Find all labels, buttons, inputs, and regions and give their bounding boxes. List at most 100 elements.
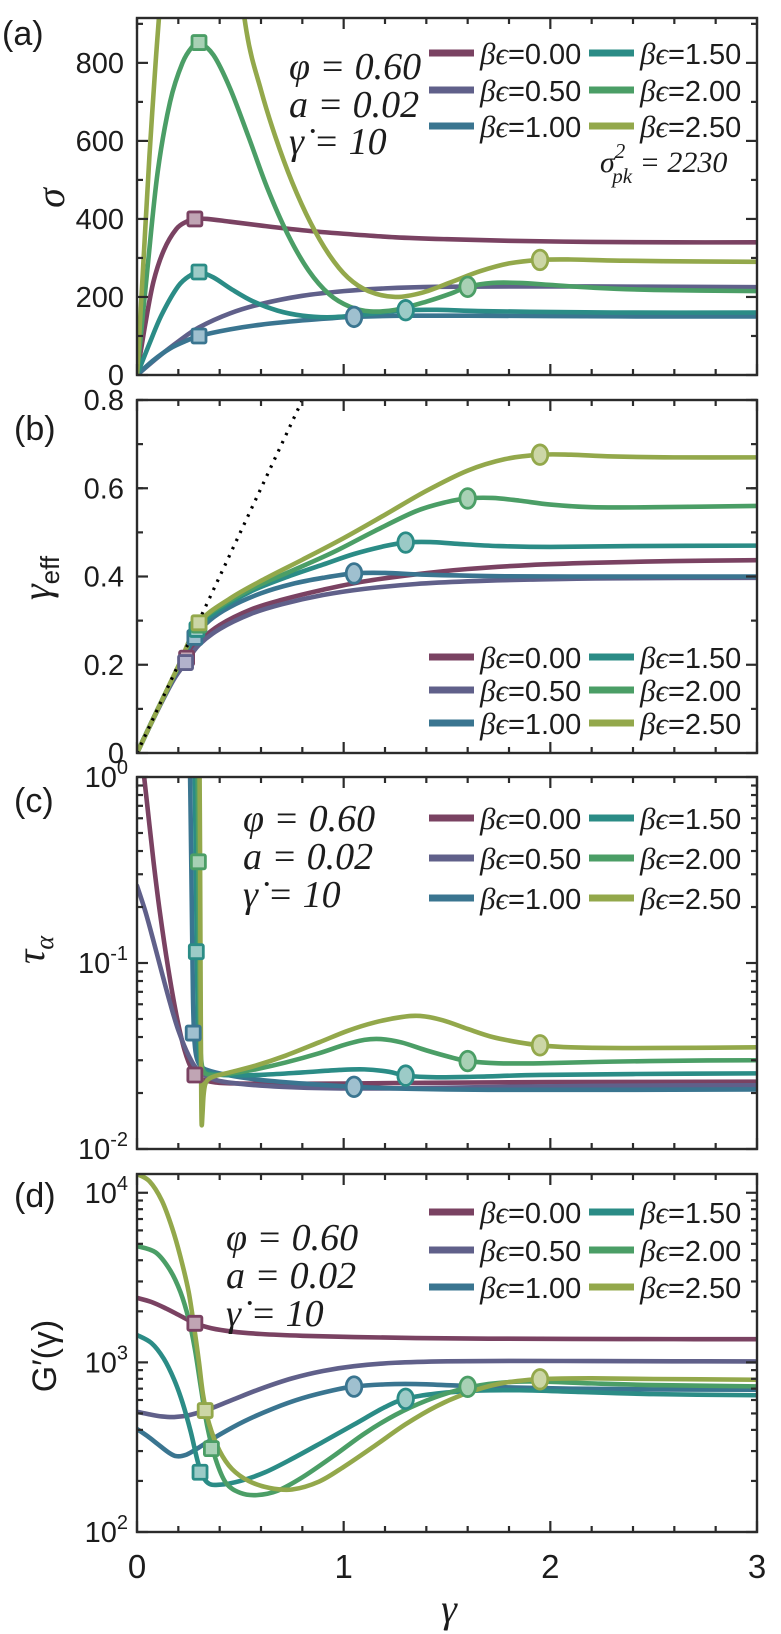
legend-swatch-be050 <box>429 686 474 694</box>
panel-c: 100 10-1 10-2 τα (c) φ = 0.60a = 0.02γ̇ = 10 β… <box>8 757 759 1166</box>
y-axis-label-a: σ <box>28 187 73 208</box>
legend-swatch-be050 <box>429 1246 474 1254</box>
y-axis-label-c: τα <box>8 935 59 964</box>
legend-label-be050: βϵ=0.50 <box>479 673 581 708</box>
legend-entry-be000-b: βϵ=0.00 <box>429 640 581 675</box>
annotation-c-2: γ̇ = 10 <box>243 874 341 916</box>
curve-be000-c <box>141 777 757 1087</box>
legend-label-be200: βϵ=2.00 <box>639 841 741 876</box>
curve-be250-a <box>137 18 757 375</box>
x-tick-label: 0 <box>128 1548 146 1585</box>
annotation-a-1: a = 0.02 <box>289 84 419 126</box>
circle-marker-be200-d <box>458 1375 477 1398</box>
legend-swatch-be000 <box>429 49 474 57</box>
legend-entry-be150-a: βϵ=1.50 <box>589 36 741 71</box>
legend-swatch-be000 <box>429 1208 474 1216</box>
legend-swatch-be050 <box>429 86 474 94</box>
y-tick-label-c: 10-1 <box>78 943 128 980</box>
circle-marker-be250-d <box>530 1368 550 1391</box>
legend-label-be150: βϵ=1.50 <box>639 640 741 675</box>
panel-b: 0 0.2 0.4 0.6 0.8 γeff (b) βϵ=0.00βϵ=0.50βϵ=1.0… <box>14 385 759 770</box>
y-tick-label-d: 104 <box>85 1173 128 1210</box>
legend-swatch-be200 <box>589 1246 634 1254</box>
legend-entry-be200-c: βϵ=2.00 <box>589 841 741 876</box>
legend-label-be050: βϵ=0.50 <box>479 841 581 876</box>
annotation-d-0: φ = 0.60 <box>226 1217 358 1259</box>
legend-entry-be050-c: βϵ=0.50 <box>429 841 581 876</box>
legend-entry-be100-d: βϵ=1.00 <box>429 1270 581 1305</box>
legend-label-be100: βϵ=1.00 <box>479 881 581 916</box>
legend-label-be150: βϵ=1.50 <box>639 801 741 836</box>
y-tick-label-c: 100 <box>85 757 128 794</box>
legend-entry-be250-b: βϵ=2.50 <box>589 706 741 741</box>
x-axis-label: γ <box>441 1586 458 1631</box>
ticks-c <box>135 775 759 1151</box>
y-tick-label-a: 400 <box>76 204 124 236</box>
annotation-a-0: φ = 0.60 <box>289 46 421 88</box>
square-marker-be100-c <box>184 1024 202 1042</box>
x-tick-label: 1 <box>334 1548 352 1585</box>
legend-swatch-be200 <box>589 686 634 694</box>
x-tick-label: 3 <box>748 1548 766 1585</box>
legend-entry-be250-a: βϵ=2.50 <box>589 109 741 144</box>
legend-label-be050: βϵ=0.50 <box>479 1233 581 1268</box>
curve-be100-d <box>137 1381 757 1459</box>
panel-letter-b: (b) <box>14 410 56 448</box>
legend-entry-be000-c: βϵ=0.00 <box>429 801 581 836</box>
legend-entry-be250-d: βϵ=2.50 <box>589 1270 741 1305</box>
legend-label-be250: βϵ=2.50 <box>639 1270 741 1305</box>
circle-marker-be250-a <box>530 248 550 272</box>
legend-entry-be150-d: βϵ=1.50 <box>589 1195 741 1230</box>
legend-label-be000: βϵ=0.00 <box>479 801 581 836</box>
curve-be000-a <box>137 216 757 375</box>
legend-label-be250: βϵ=2.50 <box>639 881 741 916</box>
square-marker-be000-c <box>186 1066 204 1084</box>
legend-swatch-be150 <box>589 49 634 57</box>
y-tick-label-b: 0.2 <box>84 650 124 682</box>
legend-label-be050: βϵ=0.50 <box>479 73 581 108</box>
legend-swatch-be100 <box>429 894 474 902</box>
panel-letter-a: (a) <box>2 15 44 53</box>
y-tick-label-b: 0.4 <box>84 562 124 594</box>
legend-entry-be050-a: βϵ=0.50 <box>429 73 581 108</box>
y-axis-label-b: γeff <box>14 555 65 600</box>
annotation-d-2: γ̇ = 10 <box>226 1293 324 1335</box>
y-tick-label-a: 800 <box>76 48 124 80</box>
legend-entry-be200-d: βϵ=2.00 <box>589 1233 741 1268</box>
circle-marker-be150-a <box>396 299 415 322</box>
y-tick-label-b: 0 <box>108 738 124 770</box>
legend-entry-be100-c: βϵ=1.00 <box>429 881 581 916</box>
square-marker-be250-d <box>196 1402 214 1419</box>
legend-label-be100: βϵ=1.00 <box>479 109 581 144</box>
legend-label-be000: βϵ=0.00 <box>479 36 581 71</box>
square-marker-be200-c <box>189 853 207 871</box>
annotation-a-2: γ̇ = 10 <box>289 121 387 163</box>
curve-be150-a <box>137 269 757 375</box>
y-tick-label-a: 600 <box>76 126 124 158</box>
legend-swatch-be150 <box>589 653 634 661</box>
legend-entry-be150-b: βϵ=1.50 <box>589 640 741 675</box>
legend-swatch-be250 <box>589 719 634 727</box>
curve-be250-c <box>197 777 757 1128</box>
legend-label-be200: βϵ=2.00 <box>639 73 741 108</box>
ticks-d <box>135 1174 759 1534</box>
square-marker-be200-a <box>190 34 208 51</box>
circle-marker-be100-d <box>344 1375 364 1398</box>
legend-swatch-be000 <box>429 814 474 822</box>
y-tick-label-d: 102 <box>85 1512 128 1549</box>
curve-be050-c <box>137 883 757 1091</box>
legend-swatch-be250 <box>589 894 634 902</box>
legend-swatch-be250 <box>589 122 634 130</box>
curve-be250-d <box>137 1174 757 1493</box>
legend-label-be250: βϵ=2.50 <box>639 109 741 144</box>
legend-swatch-be200 <box>589 854 634 862</box>
circle-marker-be150-b <box>396 531 415 554</box>
y-tick-label-b: 0.8 <box>84 385 124 417</box>
y-tick-label-c: 10-2 <box>78 1129 128 1166</box>
y-tick-label-b: 0.6 <box>84 473 124 505</box>
legend-swatch-be100 <box>429 122 474 130</box>
circle-marker-be100-a <box>344 305 364 329</box>
